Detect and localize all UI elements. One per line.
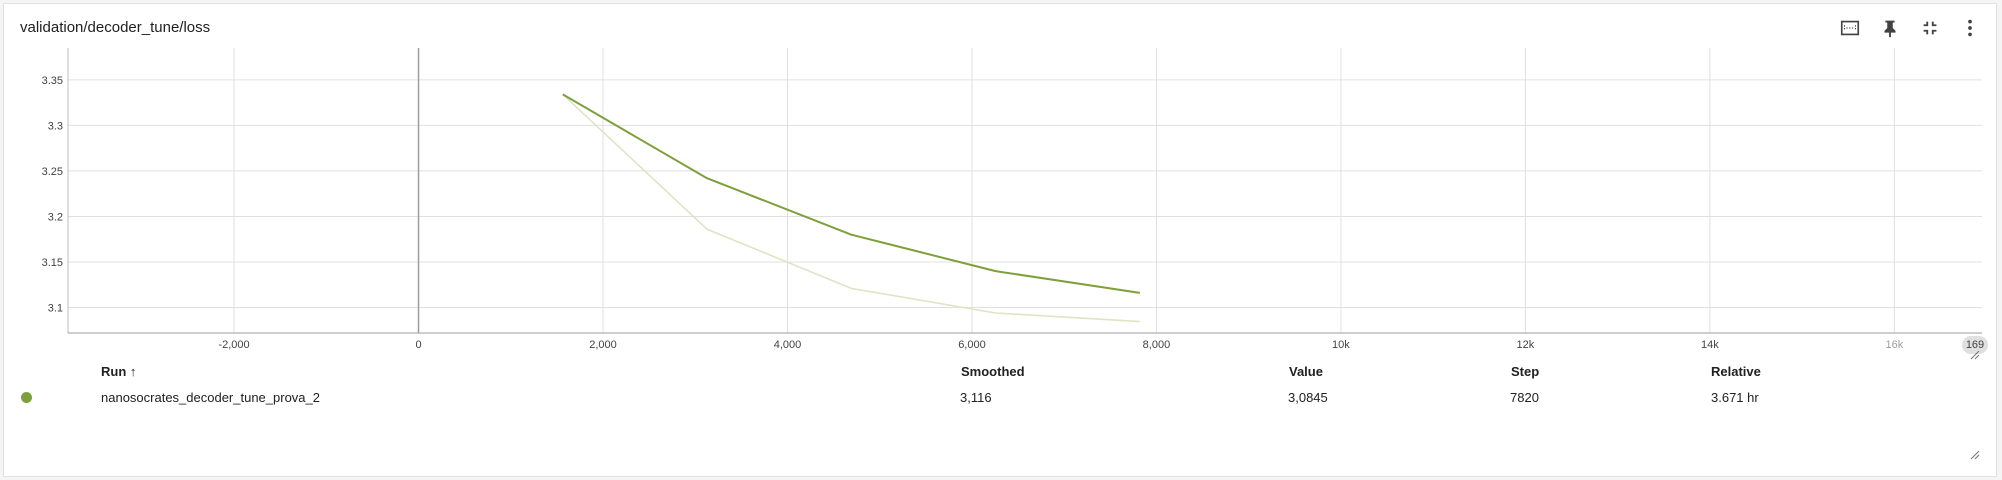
y-tick-label: 3.1 bbox=[48, 303, 63, 315]
y-tick-label: 3.35 bbox=[42, 75, 63, 87]
row-value: 3,0845 bbox=[1288, 390, 1328, 405]
row-relative: 3.671 hr bbox=[1711, 390, 1759, 405]
chart-resize-icon[interactable] bbox=[1970, 350, 1980, 360]
collapse-button[interactable] bbox=[1912, 14, 1948, 42]
row-step: 7820 bbox=[1510, 390, 1539, 405]
x-tick-label: 10k bbox=[1332, 339, 1350, 351]
more-vert-icon bbox=[1968, 19, 1972, 37]
pin-icon bbox=[1884, 20, 1896, 38]
more-options-button[interactable] bbox=[1952, 14, 1988, 42]
x-tick-label: 0 bbox=[415, 339, 421, 351]
chart-toolbar bbox=[1832, 14, 1988, 42]
card-resize-icon[interactable] bbox=[1970, 450, 1980, 460]
y-tick-label: 3.3 bbox=[48, 120, 63, 132]
x-tick-label: 4,000 bbox=[774, 339, 802, 351]
fit-domain-icon bbox=[1840, 20, 1860, 36]
header-step[interactable]: Step bbox=[1511, 364, 1540, 379]
x-tick-label: 6,000 bbox=[958, 339, 986, 351]
header-run[interactable]: Run ↑ bbox=[101, 364, 137, 379]
y-tick-label: 3.2 bbox=[48, 211, 63, 223]
pin-button[interactable] bbox=[1872, 14, 1908, 42]
x-tick-label: 2,000 bbox=[589, 339, 617, 351]
chart-title: validation/decoder_tune/loss bbox=[20, 19, 211, 36]
chart-card: validation/decoder_tune/loss bbox=[3, 3, 1997, 477]
header-value[interactable]: Value bbox=[1289, 364, 1323, 379]
x-tick-label: 16k bbox=[1885, 339, 1903, 351]
y-tick-label: 3.25 bbox=[42, 166, 63, 178]
series-line-raw bbox=[562, 93, 1140, 323]
x-tick-label: -2,000 bbox=[218, 339, 249, 351]
header-relative[interactable]: Relative bbox=[1711, 364, 1761, 379]
header-smoothed[interactable]: Smoothed bbox=[961, 364, 1025, 379]
series-line-smoothed bbox=[562, 93, 1140, 294]
y-tick-label: 3.15 bbox=[42, 257, 63, 269]
collapse-icon bbox=[1923, 21, 1937, 35]
x-axis-end-badge: 169 bbox=[1962, 336, 1988, 354]
x-tick-label: 12k bbox=[1517, 339, 1535, 351]
row-run-name: nanosocrates_decoder_tune_prova_2 bbox=[101, 390, 321, 405]
x-tick-label: 8,000 bbox=[1143, 339, 1171, 351]
fit-domain-button[interactable] bbox=[1832, 14, 1868, 42]
run-color-dot bbox=[21, 392, 32, 403]
x-tick-label: 14k bbox=[1701, 339, 1719, 351]
row-smoothed: 3,116 bbox=[960, 390, 992, 405]
line-chart[interactable]: 3.35 3.3 3.25 3.2 3.15 3.1 -2,000 0 2,000 4,000 6,… bbox=[0, 0, 2002, 360]
